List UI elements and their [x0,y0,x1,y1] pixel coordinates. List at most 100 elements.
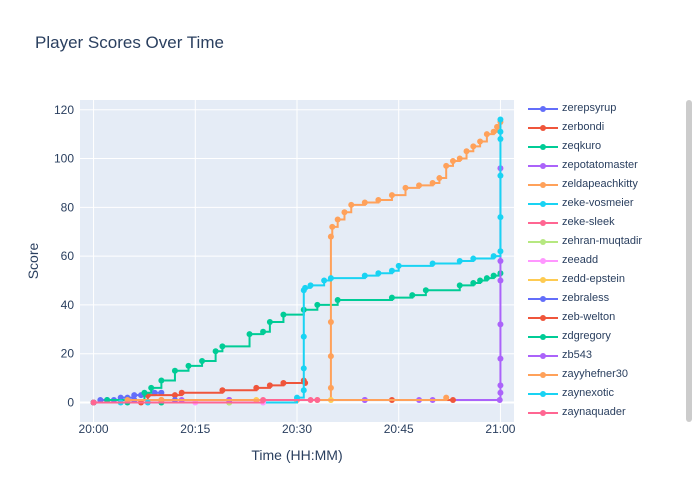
data-point[interactable] [388,192,395,199]
data-point[interactable] [300,333,307,340]
data-point[interactable] [246,331,253,338]
legend-scrollbar[interactable] [686,100,692,422]
data-point[interactable] [158,377,165,384]
data-point[interactable] [409,292,416,299]
data-point[interactable] [456,258,463,264]
data-point[interactable] [483,131,490,138]
data-point[interactable] [219,387,226,394]
data-point[interactable] [483,275,490,282]
data-point[interactable] [178,389,185,396]
legend-item[interactable]: zerepsyrup [520,100,692,119]
legend-item[interactable]: zb543 [520,347,692,366]
legend-item[interactable]: zeldapeachkitty [520,176,692,195]
data-point[interactable] [327,353,334,360]
data-point[interactable] [456,155,463,162]
data-point[interactable] [490,128,497,135]
data-point[interactable] [375,197,382,204]
data-point[interactable] [490,253,497,260]
data-point[interactable] [260,397,267,404]
legend-item[interactable]: zeeadd [520,252,692,271]
data-point[interactable] [456,282,463,289]
data-point[interactable] [429,260,436,267]
data-point[interactable] [219,343,226,350]
legend-item[interactable]: zerbondi [520,119,692,138]
data-point[interactable] [327,384,334,391]
data-point[interactable] [470,279,477,286]
legend-item[interactable]: zehran-muqtadir [520,233,692,252]
data-point[interactable] [497,248,504,255]
data-point[interactable] [266,382,273,389]
data-point[interactable] [496,397,503,404]
data-point[interactable] [171,367,178,374]
data-point[interactable] [429,179,436,186]
data-point[interactable] [497,136,504,143]
data-point[interactable] [321,277,328,284]
data-point[interactable] [422,287,429,294]
data-point[interactable] [395,262,402,269]
data-point[interactable] [327,275,334,282]
data-point[interactable] [443,394,450,401]
legend-item[interactable]: zedd-epstein [520,271,692,290]
data-point[interactable] [449,397,456,404]
data-point[interactable] [497,277,504,284]
legend-item[interactable]: zeb-welton [520,309,692,328]
data-point[interactable] [477,277,484,284]
data-point[interactable] [327,318,334,325]
data-point[interactable] [416,182,423,189]
data-point[interactable] [497,321,504,328]
data-point[interactable] [477,138,484,145]
data-point[interactable] [327,233,334,240]
data-point[interactable] [436,175,443,182]
data-point[interactable] [497,389,504,396]
legend-item[interactable]: zeke-vosmeier [520,195,692,214]
data-point[interactable] [307,282,314,289]
data-point[interactable] [497,355,504,362]
legend-item[interactable]: zaynaquader [520,404,692,422]
data-point[interactable] [470,255,477,262]
data-point[interactable] [171,392,178,399]
data-point[interactable] [185,362,192,369]
data-point[interactable] [260,328,267,335]
data-point[interactable] [402,184,409,191]
data-point[interactable] [497,128,504,135]
legend-scrollbar-thumb[interactable] [686,100,692,422]
data-point[interactable] [497,172,504,179]
data-point[interactable] [334,216,341,223]
data-point[interactable] [361,199,368,206]
data-point[interactable] [443,162,450,169]
data-point[interactable] [329,223,336,230]
legend-item[interactable]: zdgregory [520,328,692,347]
legend[interactable]: zerepsyrup zerbondi zeqkuro zepotatomaster z… [520,100,692,422]
data-point[interactable] [148,384,155,391]
data-point[interactable] [280,379,287,386]
data-point[interactable] [348,201,355,208]
data-point[interactable] [497,214,504,221]
data-point[interactable] [199,358,206,365]
legend-item[interactable]: zeqkuro [520,138,692,157]
data-point[interactable] [212,348,219,355]
data-point[interactable] [300,365,307,372]
data-point[interactable] [497,116,504,123]
data-point[interactable] [490,272,497,279]
legend-item[interactable]: zayyhefner30 [520,366,692,385]
data-point[interactable] [302,284,309,291]
data-point[interactable] [388,267,395,274]
legend-item[interactable]: zebraless [520,290,692,309]
data-point[interactable] [463,148,470,155]
data-point[interactable] [361,272,368,279]
data-point[interactable] [300,387,307,394]
data-point[interactable] [375,270,382,277]
data-point[interactable] [253,384,260,391]
data-point[interactable] [470,143,477,150]
data-point[interactable] [388,294,395,301]
data-point[interactable] [314,301,321,308]
data-point[interactable] [494,123,501,130]
data-point[interactable] [334,297,341,304]
data-point[interactable] [449,157,456,164]
data-point[interactable] [280,311,287,318]
legend-item[interactable]: zeke-sleek [520,214,692,233]
data-point[interactable] [341,209,348,216]
legend-item[interactable]: zepotatomaster [520,157,692,176]
legend-item[interactable]: zaynexotic [520,385,692,404]
data-point[interactable] [141,389,148,396]
